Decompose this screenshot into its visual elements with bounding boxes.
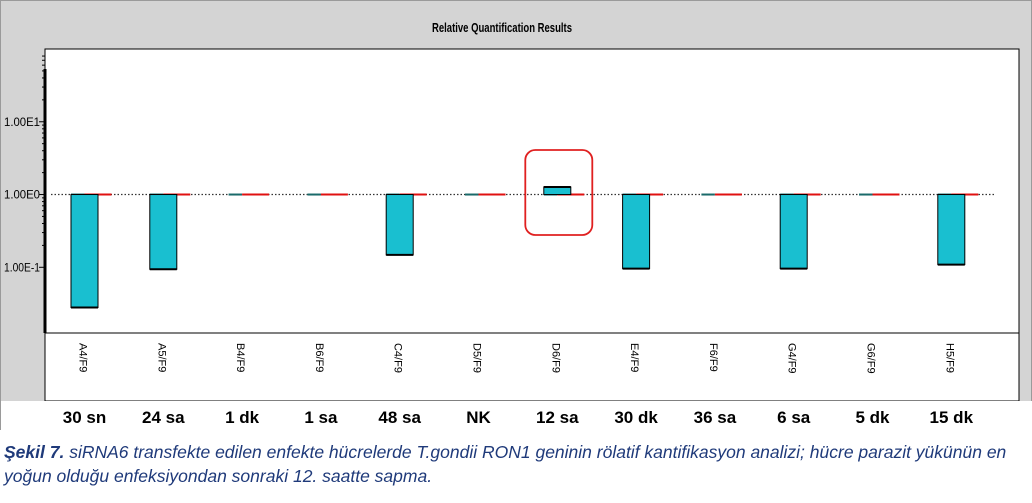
x-tick-label: F6/F9 [707, 343, 719, 372]
x-tick-label: B6/F9 [313, 343, 325, 372]
time-label: 30 dk [614, 408, 658, 427]
time-label: 1 dk [225, 408, 260, 427]
caption-lead: Şekil 7. [4, 442, 65, 462]
time-label: 36 sa [694, 408, 737, 427]
plot-area [44, 48, 1020, 334]
x-tick-label: D6/F9 [549, 343, 561, 373]
time-labels-band: 30 sn 24 sa 1 dk 1 sa 48 sa NK 12 sa 30 dk 36 sa… [1, 401, 1032, 431]
y-tick-label: 1.00E1 [4, 117, 40, 129]
x-tick-label: B4/F9 [234, 343, 246, 372]
x-tick-label: H5/F9 [943, 343, 955, 373]
axis-strip [44, 332, 1020, 402]
time-label: 24 sa [142, 408, 185, 427]
bar [622, 194, 651, 270]
x-tick-label: E4/F9 [628, 343, 640, 372]
bars [70, 185, 966, 309]
x-axis-labels: A4/F9 A5/F9 B4/F9 B6/F9 C4/F9 D5/F9 D6/F9 E4/F9… [77, 343, 956, 374]
time-label: 48 sa [378, 408, 421, 427]
x-tick-label: A4/F9 [77, 343, 89, 372]
x-tick-label: G6/F9 [865, 343, 877, 374]
bar [543, 186, 572, 196]
time-label: 5 dk [855, 408, 890, 427]
caption-text: siRNA6 transfekte edilen enfekte hücrele… [4, 442, 1007, 486]
time-labels: 30 sn 24 sa 1 dk 1 sa 48 sa NK 12 sa 30 dk 36 sa… [63, 408, 974, 427]
time-label: NK [466, 408, 491, 427]
highlight [524, 149, 594, 236]
x-tick-label: C4/F9 [392, 343, 404, 373]
y-tick-label: 1.00E0 [4, 190, 40, 202]
chart-figure: Relative Quantification Results 1.00E1 1.… [0, 0, 1032, 431]
bar [70, 194, 99, 309]
x-tick-label: D5/F9 [471, 343, 483, 373]
time-label: 15 dk [930, 408, 974, 427]
chart-svg: Relative Quantification Results 1.00E11.… [4, 21, 1020, 402]
x-tick-label: A5/F9 [155, 343, 167, 372]
bar [385, 194, 414, 256]
time-label: 6 sa [777, 408, 811, 427]
y-tick-label: 1.00E-1 [4, 262, 40, 274]
time-label: 1 sa [304, 408, 338, 427]
highlight-box [524, 149, 594, 236]
time-label: 12 sa [536, 408, 579, 427]
x-tick-label: G4/F9 [786, 343, 798, 374]
chart-title: Relative Quantification Results [432, 21, 572, 35]
figure-caption: Şekil 7. siRNA6 transfekte edilen enfekt… [4, 440, 1028, 488]
y-axis: 1.00E1 1.00E0 1.00E-1 [4, 55, 47, 333]
time-label: 30 sn [63, 408, 106, 427]
bar [779, 194, 808, 270]
bar [937, 194, 966, 266]
bar [149, 194, 178, 270]
